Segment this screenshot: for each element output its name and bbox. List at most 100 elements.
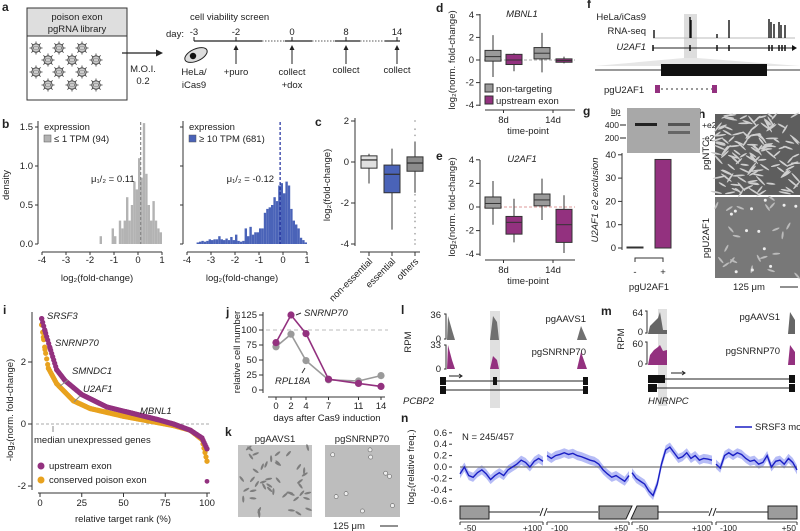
data-point: [302, 330, 310, 338]
histogram-bar: [223, 240, 226, 244]
cell: [791, 153, 800, 158]
x-tick-label: 7: [326, 401, 331, 412]
cell: [742, 131, 750, 139]
segment-label: +50: [614, 523, 629, 531]
outlier-point: [414, 193, 416, 196]
cell: [753, 115, 761, 123]
y-axis-label: log₂(fold-change): [322, 149, 333, 221]
scale-bar-label: 125 μm: [333, 521, 365, 531]
virus-genome: [33, 70, 39, 74]
cell: [748, 115, 757, 127]
histogram-bar: [220, 239, 223, 244]
gene-annotation: SMNDC1: [72, 366, 112, 377]
virus-genome: [45, 83, 51, 87]
cell: [786, 222, 791, 230]
panel-label-d: d: [436, 1, 443, 15]
track-min: 0: [638, 327, 643, 338]
outlier-point: [414, 216, 416, 219]
chart-title: MBNL1: [506, 9, 538, 20]
rounded-cell: [343, 491, 349, 496]
rnaseq-track: [652, 17, 797, 51]
panel-f: HeLa/iCas9 RNA-seq U2AF1 pgU2AF1: [595, 12, 800, 96]
histogram-bar: [157, 228, 160, 244]
axis-break-icon: [543, 507, 548, 517]
cell: [732, 234, 741, 238]
legend-title: expression: [189, 122, 235, 133]
data-point: [54, 381, 60, 387]
x-tick-label: 1: [159, 255, 164, 266]
cell: [758, 133, 767, 144]
y-tick-label: 100: [241, 325, 257, 336]
cell: [737, 176, 747, 183]
cell: [759, 255, 768, 259]
rounded-cell: [368, 454, 373, 460]
track-name: pgAAVS1: [740, 312, 781, 323]
histogram-bar: [297, 228, 300, 244]
legend-label: upstream exon: [49, 461, 112, 472]
cell: [779, 160, 789, 167]
data-point: [39, 316, 45, 322]
cell: [781, 231, 784, 240]
cell: [749, 155, 756, 162]
exon-box: [440, 386, 446, 394]
cell: [287, 509, 295, 512]
histogram-bar: [275, 201, 279, 244]
rounded-cell: [387, 474, 392, 479]
rounded-cell: [367, 447, 373, 453]
cell: [768, 195, 775, 201]
cell: [306, 444, 309, 451]
histogram-bar: [283, 193, 286, 244]
y-tick-label: -2: [466, 78, 474, 89]
x-tick-label: -2: [86, 255, 94, 266]
direction-arrow-icon: [671, 370, 686, 376]
cell: [718, 124, 727, 129]
cell: [788, 178, 798, 187]
data-point: [287, 330, 295, 338]
x-tick-label: 0: [135, 255, 140, 266]
cell: [765, 204, 770, 211]
axis-break-icon: [712, 507, 717, 517]
cell: [249, 497, 257, 500]
histogram-bar: [196, 242, 199, 244]
histogram-bar: [140, 177, 143, 244]
data-point: [104, 404, 110, 410]
cells: [239, 444, 395, 518]
event-label: collect: [279, 67, 306, 78]
legend-swatch: [484, 95, 494, 105]
screen-title: cell viability screen: [190, 12, 269, 23]
exon-box: [493, 377, 497, 385]
cell: [243, 487, 250, 492]
group-bracket: [634, 257, 664, 262]
panel-label-h: h: [698, 107, 705, 121]
label-pointer: [295, 312, 302, 316]
panel-label-m: m: [601, 304, 612, 318]
charts: -4 -3 -2 -1 0 10.00.51.01.5 expression≤ 1 TPM …: [1, 9, 800, 531]
cell: [249, 489, 257, 493]
cell: [286, 491, 294, 495]
rounded-cell: [750, 268, 754, 272]
data-point: [199, 435, 205, 441]
outlier-point: [414, 200, 416, 202]
gene-annotation: MBNL1: [140, 406, 172, 417]
y-axis-label: log₂(norm. fold-change): [447, 10, 458, 109]
confidence-band: [547, 448, 629, 486]
cell: [725, 206, 733, 211]
data-point: [79, 391, 85, 398]
histogram-bar: [201, 240, 204, 244]
data-point: [287, 311, 295, 319]
direction-arrow-icon: [449, 373, 463, 379]
panel-label-e: e: [436, 149, 443, 163]
cell: [769, 202, 775, 209]
histogram-bar: [225, 238, 228, 244]
legend-swatch: [37, 462, 45, 470]
annotation-pointer: [73, 395, 81, 403]
x-tick-label: 1: [304, 255, 309, 266]
panel-label-l: l: [401, 303, 404, 317]
cell: [274, 462, 282, 466]
histogram-bar: [215, 239, 219, 244]
x-axis-label: log₂(fold-change): [61, 273, 133, 284]
chart-title: U2AF1: [507, 154, 537, 165]
cell: [727, 163, 735, 171]
outlier-point: [414, 134, 416, 137]
cell: [736, 206, 745, 210]
